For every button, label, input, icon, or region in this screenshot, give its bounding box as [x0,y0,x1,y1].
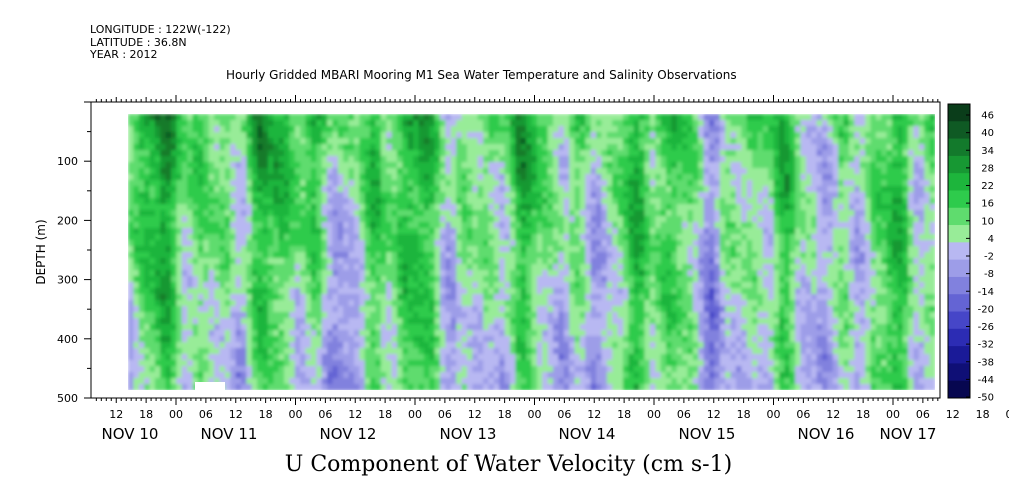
year-label: YEAR : 2012 [90,48,158,61]
x-hour-tick-label: 12 [109,408,123,421]
x-hour-tick-label: 12 [946,408,960,421]
x-date-label: NOV 14 [559,425,616,443]
colorbar-label: 28 [981,163,994,174]
y-axis: 100 200 300 400 500 [57,101,91,405]
colorbar-segment [948,242,970,261]
x-hour-tick-label: 06 [796,408,810,421]
colorbar-label: -14 [978,287,994,298]
colorbar-label: -50 [978,393,994,404]
x-hour-tick-label: 18 [856,408,870,421]
colorbar-segment [948,311,970,330]
colorbar-label: 40 [981,128,994,139]
x-date-label: NOV 16 [798,425,855,443]
colorbar-label: 16 [981,199,994,210]
x-hour-tick-label: 00 [408,408,422,421]
colorbar-label: 34 [981,146,994,157]
colorbar-segment [948,380,970,399]
x-hour-tick-label: 00 [886,408,900,421]
x-hour-tick-label: 18 [139,408,153,421]
x-hour-tick-label: 06 [438,408,452,421]
x-hour-tick-label: 06 [557,408,571,421]
colorbar-label: -44 [978,375,994,386]
x-hour-tick-label: 00 [169,408,183,421]
x-hour-tick-label: 12 [229,408,243,421]
chart-title: Hourly Gridded MBARI Mooring M1 Sea Wate… [226,68,737,82]
x-hour-tick-label: 18 [378,408,392,421]
x-hour-tick-label: 18 [259,408,273,421]
colorbar-label: -2 [984,252,994,263]
y-tick-label: 400 [57,333,78,346]
x-axis-label-text: U Component of Water Velocity (cm s-1) [284,452,733,477]
colorbar-label: 46 [981,111,994,122]
x-hour-tick-label: 06 [677,408,691,421]
colorbar: 46 40 34 28 22 16 10 4 -2 -8 -14 -20 -26 -32 -38 -44 -50 [947,103,994,404]
latitude-label: LATITUDE : 36.8N [90,35,187,49]
colorbar-segment [948,207,970,226]
y-axis-label: DEPTH (m) [34,219,48,284]
colorbar-label: -26 [978,322,994,333]
colorbar-label: -38 [978,357,994,368]
x-hour-tick-label: 00 [289,408,303,421]
colorbar-label: 4 [988,234,994,245]
colorbar-segment [948,259,970,278]
x-hour-tick-label: 18 [617,408,631,421]
x-hour-tick-label: 06 [318,408,332,421]
colorbar-segment [948,294,970,312]
x-hour-tick-labels: 12 18 00 06 12 18 00 06 12 18 00 06 12 18 00 06 12 18 00 06… [109,408,1009,421]
colorbar-label: 10 [981,216,994,227]
colorbar-label: 22 [981,181,994,192]
x-hour-tick-label: 18 [976,408,990,421]
x-hour-tick-label: 12 [348,408,362,421]
colorbar-segment [948,225,970,243]
x-hour-tick-label: 00 [647,408,661,421]
x-hour-tick-label: 06 [916,408,930,421]
x-hour-tick-label: 18 [498,408,512,421]
colorbar-frame [947,103,971,399]
colorbar-segment [948,138,970,157]
bottom-axis-ticks [95,398,939,405]
x-date-label: NOV 11 [201,425,258,443]
y-tick-label: 500 [57,392,78,405]
y-tick-label: 200 [57,214,78,227]
colorbar-segment [948,346,970,364]
x-date-label: NOV 10 [102,425,159,443]
longitude-label: LONGITUDE : 122W(-122) [90,23,231,36]
colorbar-segment [948,121,970,139]
y-tick-label: 100 [57,155,78,168]
x-hour-tick-label: 12 [707,408,721,421]
x-hour-tick-label: 00 [767,408,781,421]
x-date-label: NOV 13 [440,425,497,443]
colorbar-segment [948,328,970,347]
colorbar-segment [948,276,970,295]
x-hour-tick-label: 12 [587,408,601,421]
colorbar-label: -32 [978,340,994,351]
heatmap-field [128,114,935,390]
colorbar-label: -20 [978,304,994,315]
x-hour-tick-label: 06 [199,408,213,421]
colorbar-segment [948,155,970,174]
y-tick-label: 300 [57,274,78,287]
colorbar-label: -8 [984,269,994,280]
x-date-label: NOV 15 [679,425,736,443]
colorbar-segment [948,173,970,191]
x-date-label: NOV 17 [880,425,937,443]
x-hour-tick-label: 12 [468,408,482,421]
x-date-labels: NOV 10 NOV 11 NOV 12 NOV 13 NOV 14 NOV 15 NOV … [102,425,937,443]
top-axis-ticks [95,95,939,102]
x-axis-label: U Component of Water Velocity (cm s-1) [0,452,1009,477]
x-hour-tick-label: 18 [737,408,751,421]
x-hour-tick-label: 00 [1006,408,1009,421]
metadata-block: LONGITUDE : 122W(-122) LATITUDE : 36.8N … [90,23,231,62]
colorbar-segment [948,104,970,122]
x-hour-tick-label: 12 [826,408,840,421]
x-hour-tick-label: 00 [528,408,542,421]
colorbar-segment [948,363,970,382]
x-date-label: NOV 12 [320,425,377,443]
colorbar-segment [948,190,970,209]
missing-data-patch [195,382,225,390]
